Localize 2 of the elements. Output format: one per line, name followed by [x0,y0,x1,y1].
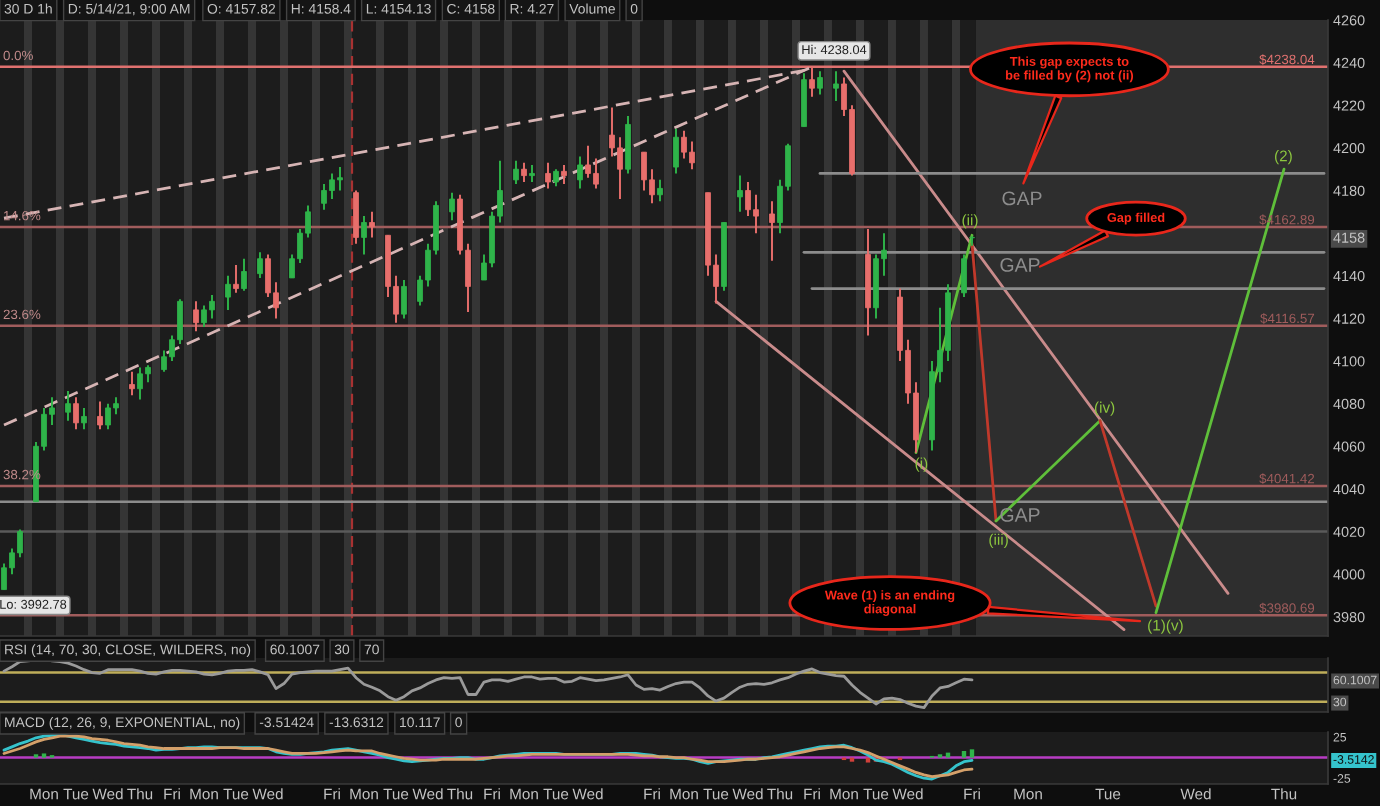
annotation: GAP [1002,191,1042,206]
annotation: GAP [1000,258,1040,272]
